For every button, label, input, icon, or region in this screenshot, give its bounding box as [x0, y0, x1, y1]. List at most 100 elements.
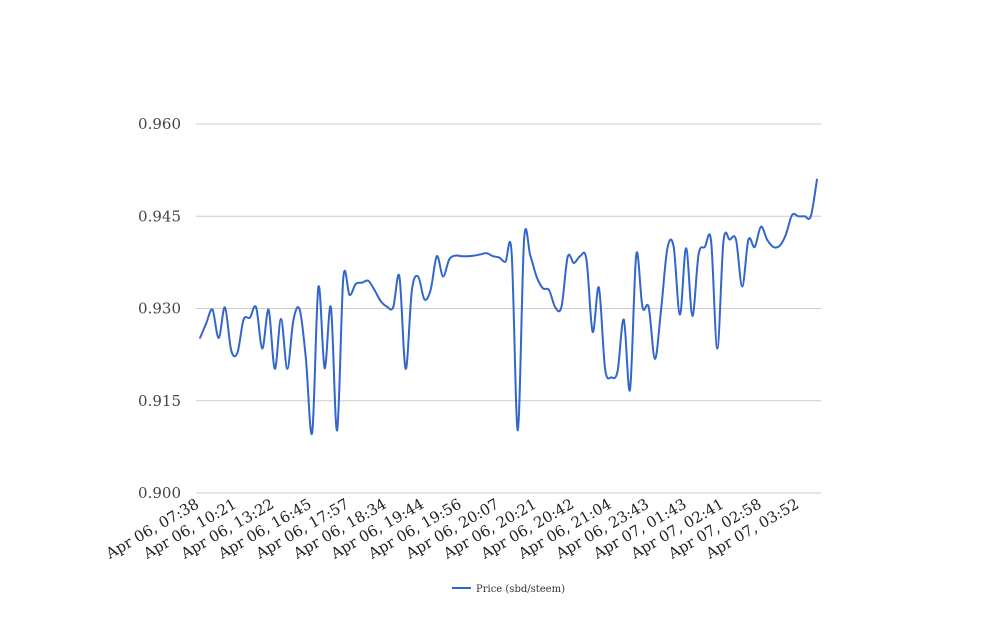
data-point: [523, 238, 525, 241]
data-point: [641, 306, 644, 309]
data-point: [498, 256, 501, 259]
data-point: [573, 262, 575, 264]
data-point: [442, 275, 444, 278]
legend[interactable]: Price (sbd/steem): [452, 584, 565, 595]
data-point: [760, 225, 762, 228]
y-tick-label: 0.915: [138, 392, 181, 410]
data-point: [516, 429, 519, 432]
data-point: [816, 178, 818, 181]
data-point: [211, 308, 214, 311]
data-point: [224, 306, 226, 309]
data-point: [473, 254, 476, 257]
data-point: [766, 238, 768, 241]
data-point: [404, 367, 407, 370]
data-point: [342, 276, 345, 279]
data-point: [741, 285, 744, 288]
data-point: [803, 215, 806, 218]
series-line-price: [199, 179, 818, 436]
y-axis: 0.900 0.915 0.930 0.945 0.960: [138, 115, 181, 502]
y-tick-label: 0.960: [138, 115, 181, 133]
data-point: [460, 255, 463, 258]
data-point: [560, 305, 563, 308]
data-point: [323, 367, 326, 370]
data-point: [492, 255, 494, 258]
data-point: [753, 246, 756, 248]
data-point: [548, 289, 550, 291]
data-point: [654, 358, 656, 360]
data-point: [672, 246, 675, 248]
data-point: [286, 367, 289, 370]
data-point: [379, 300, 382, 302]
data-point: [610, 376, 613, 379]
data-point: [722, 240, 725, 242]
data-point: [392, 306, 395, 309]
data-point: [679, 313, 681, 316]
data-point: [647, 306, 650, 309]
data-point: [311, 431, 314, 434]
data-point: [504, 260, 507, 263]
data-point: [242, 318, 245, 321]
data-point: [735, 238, 737, 241]
data-point: [591, 331, 594, 333]
data-point: [292, 318, 295, 321]
data-point: [205, 322, 208, 325]
data-point: [199, 337, 201, 339]
data-point: [230, 349, 233, 352]
data-point: [635, 253, 638, 256]
data-point: [255, 306, 257, 309]
data-point: [598, 286, 600, 289]
data-point: [629, 388, 631, 391]
data-point: [336, 429, 338, 432]
data-point: [716, 347, 719, 350]
data-point: [554, 306, 557, 309]
data-point: [791, 214, 793, 216]
data-point: [348, 294, 351, 296]
data-point: [411, 289, 413, 291]
data-point: [579, 255, 582, 258]
data-point: [273, 367, 276, 370]
y-tick-label: 0.930: [138, 300, 181, 318]
data-point: [778, 244, 781, 247]
data-point: [467, 255, 469, 258]
grid-layer: [196, 123, 821, 494]
data-point: [660, 307, 663, 310]
data-point: [398, 275, 401, 278]
data-point: [809, 215, 812, 218]
data-point: [429, 289, 432, 291]
data-point: [616, 370, 619, 373]
data-point: [354, 283, 357, 285]
data-point: [541, 287, 544, 290]
data-point: [485, 252, 488, 255]
series-layer: [199, 178, 818, 436]
y-tick-label: 0.900: [138, 484, 181, 502]
data-point: [330, 306, 332, 309]
legend-label: Price (sbd/steem): [476, 584, 565, 595]
data-point: [622, 318, 625, 321]
data-point: [691, 315, 694, 317]
data-point: [261, 347, 264, 350]
data-point: [585, 258, 588, 261]
data-point: [529, 254, 532, 257]
data-point: [535, 275, 538, 278]
data-point: [298, 308, 301, 311]
data-point: [217, 337, 220, 339]
data-point: [685, 247, 687, 250]
data-point: [454, 254, 457, 257]
data-point: [510, 251, 513, 254]
data-point: [697, 253, 700, 256]
data-point: [448, 258, 451, 261]
data-point: [361, 281, 363, 284]
data-point: [423, 298, 426, 301]
data-point: [373, 289, 376, 291]
data-point: [666, 247, 669, 250]
data-point: [236, 351, 239, 354]
data-point: [728, 238, 731, 241]
data-point: [566, 255, 569, 258]
data-point: [747, 238, 750, 241]
data-point: [772, 246, 775, 248]
data-point: [784, 233, 787, 236]
y-tick-label: 0.945: [138, 207, 181, 225]
